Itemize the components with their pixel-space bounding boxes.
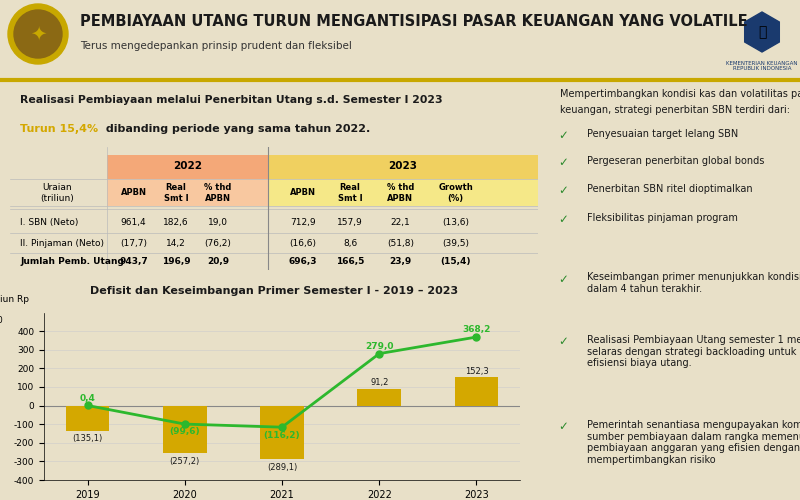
Text: Mempertimbangkan kondisi kas dan volatilitas pasar: Mempertimbangkan kondisi kas dan volatil… <box>560 89 800 99</box>
Text: (51,8): (51,8) <box>387 238 414 248</box>
Text: 🏛: 🏛 <box>758 25 766 39</box>
Text: Uraian
(triliun): Uraian (triliun) <box>40 183 74 203</box>
Text: % thd
APBN: % thd APBN <box>205 183 232 203</box>
Text: Pemerintah senantiasa mengupayakan kombinasi
sumber pembiayaan dalam rangka meme: Pemerintah senantiasa mengupayakan kombi… <box>587 420 800 465</box>
Text: Real
Smt I: Real Smt I <box>338 183 362 203</box>
Text: ✓: ✓ <box>558 420 568 433</box>
Text: 152,3: 152,3 <box>465 366 488 376</box>
Text: % thd
APBN: % thd APBN <box>386 183 414 203</box>
Text: APBN: APBN <box>121 188 146 198</box>
Text: Jumlah Pemb. Utang: Jumlah Pemb. Utang <box>20 257 124 266</box>
Text: Triliun Rp: Triliun Rp <box>0 295 29 304</box>
Text: (16,6): (16,6) <box>289 238 316 248</box>
Text: PEMBIAYAAN UTANG TURUN MENGANTISIPASI PASAR KEUANGAN YANG VOLATILE: PEMBIAYAAN UTANG TURUN MENGANTISIPASI PA… <box>80 14 748 30</box>
Text: Penyesuaian target lelang SBN: Penyesuaian target lelang SBN <box>587 129 738 139</box>
Text: 368,2: 368,2 <box>462 325 490 334</box>
Text: (289,1): (289,1) <box>267 462 297 471</box>
Bar <box>107 155 268 180</box>
Bar <box>358 388 401 406</box>
Text: (76,2): (76,2) <box>205 238 231 248</box>
Text: (17,7): (17,7) <box>120 238 147 248</box>
Circle shape <box>8 4 68 64</box>
Text: Terus mengedepankan prinsip prudent dan fleksibel: Terus mengedepankan prinsip prudent dan … <box>80 41 352 51</box>
Text: 696,3: 696,3 <box>288 257 317 266</box>
Text: ✓: ✓ <box>558 213 568 226</box>
Text: 166,5: 166,5 <box>336 257 364 266</box>
Text: 2022: 2022 <box>174 162 202 172</box>
Text: 961,4: 961,4 <box>121 218 146 228</box>
Polygon shape <box>745 12 779 52</box>
Text: 500: 500 <box>0 316 2 325</box>
Text: Realisasi Pembiayaan Utang semester 1 menurun,
selaras dengan strategi backloadi: Realisasi Pembiayaan Utang semester 1 me… <box>587 335 800 368</box>
Text: I. SBN (Neto): I. SBN (Neto) <box>20 218 78 228</box>
Text: 20,9: 20,9 <box>207 257 230 266</box>
Text: 19,0: 19,0 <box>208 218 228 228</box>
Bar <box>107 180 268 206</box>
Bar <box>454 377 498 406</box>
Text: II. Pinjaman (Neto): II. Pinjaman (Neto) <box>20 238 104 248</box>
Bar <box>163 406 206 454</box>
Text: dibanding periode yang sama tahun 2022.: dibanding periode yang sama tahun 2022. <box>102 124 370 134</box>
Text: ✦: ✦ <box>30 24 46 44</box>
Text: (99,6): (99,6) <box>170 428 200 436</box>
Text: 22,1: 22,1 <box>390 218 410 228</box>
Text: 14,2: 14,2 <box>166 238 186 248</box>
Text: keuangan, strategi penerbitan SBN terdiri dari:: keuangan, strategi penerbitan SBN terdir… <box>560 105 790 115</box>
Text: Realisasi Pembiayaan melalui Penerbitan Utang s.d. Semester I 2023: Realisasi Pembiayaan melalui Penerbitan … <box>20 95 442 105</box>
Text: ✓: ✓ <box>558 129 568 142</box>
Text: 8,6: 8,6 <box>343 238 358 248</box>
Text: ✓: ✓ <box>558 272 568 285</box>
Text: (116,2): (116,2) <box>264 430 300 440</box>
Text: ✓: ✓ <box>558 184 568 197</box>
Text: Penerbitan SBN ritel dioptimalkan: Penerbitan SBN ritel dioptimalkan <box>587 184 753 194</box>
Text: 157,9: 157,9 <box>338 218 363 228</box>
Text: (135,1): (135,1) <box>72 434 102 443</box>
Text: 91,2: 91,2 <box>370 378 389 387</box>
Bar <box>268 180 538 206</box>
Text: ✓: ✓ <box>558 335 568 348</box>
Bar <box>66 406 110 430</box>
Text: Defisit dan Keseimbangan Primer Semester I - 2019 – 2023: Defisit dan Keseimbangan Primer Semester… <box>90 286 458 296</box>
Circle shape <box>14 10 62 58</box>
Text: ✓: ✓ <box>558 156 568 170</box>
Text: 182,6: 182,6 <box>163 218 189 228</box>
Text: Turun 15,4%: Turun 15,4% <box>20 124 98 134</box>
Text: 943,7: 943,7 <box>119 257 148 266</box>
Bar <box>268 155 538 180</box>
Text: APBN: APBN <box>290 188 316 198</box>
Text: 23,9: 23,9 <box>389 257 411 266</box>
Text: 2023: 2023 <box>389 162 418 172</box>
Text: (257,2): (257,2) <box>170 457 200 466</box>
Text: Keseimbangan primer menunjukkan kondisi terbaik
dalam 4 tahun terakhir.: Keseimbangan primer menunjukkan kondisi … <box>587 272 800 294</box>
Text: Growth
(%): Growth (%) <box>438 183 473 203</box>
Text: Pergeseran penerbitan global bonds: Pergeseran penerbitan global bonds <box>587 156 765 166</box>
Text: 0,4: 0,4 <box>79 394 95 402</box>
Text: KEMENTERIAN KEUANGAN
REPUBLIK INDONESIA: KEMENTERIAN KEUANGAN REPUBLIK INDONESIA <box>726 60 798 72</box>
Text: (39,5): (39,5) <box>442 238 470 248</box>
Text: 279,0: 279,0 <box>365 342 394 351</box>
Bar <box>260 406 304 460</box>
Text: 196,9: 196,9 <box>162 257 190 266</box>
Text: Real
Smt I: Real Smt I <box>164 183 188 203</box>
Text: (15,4): (15,4) <box>441 257 471 266</box>
Text: Fleksibilitas pinjaman program: Fleksibilitas pinjaman program <box>587 213 738 223</box>
Text: (13,6): (13,6) <box>442 218 470 228</box>
Text: 712,9: 712,9 <box>290 218 315 228</box>
